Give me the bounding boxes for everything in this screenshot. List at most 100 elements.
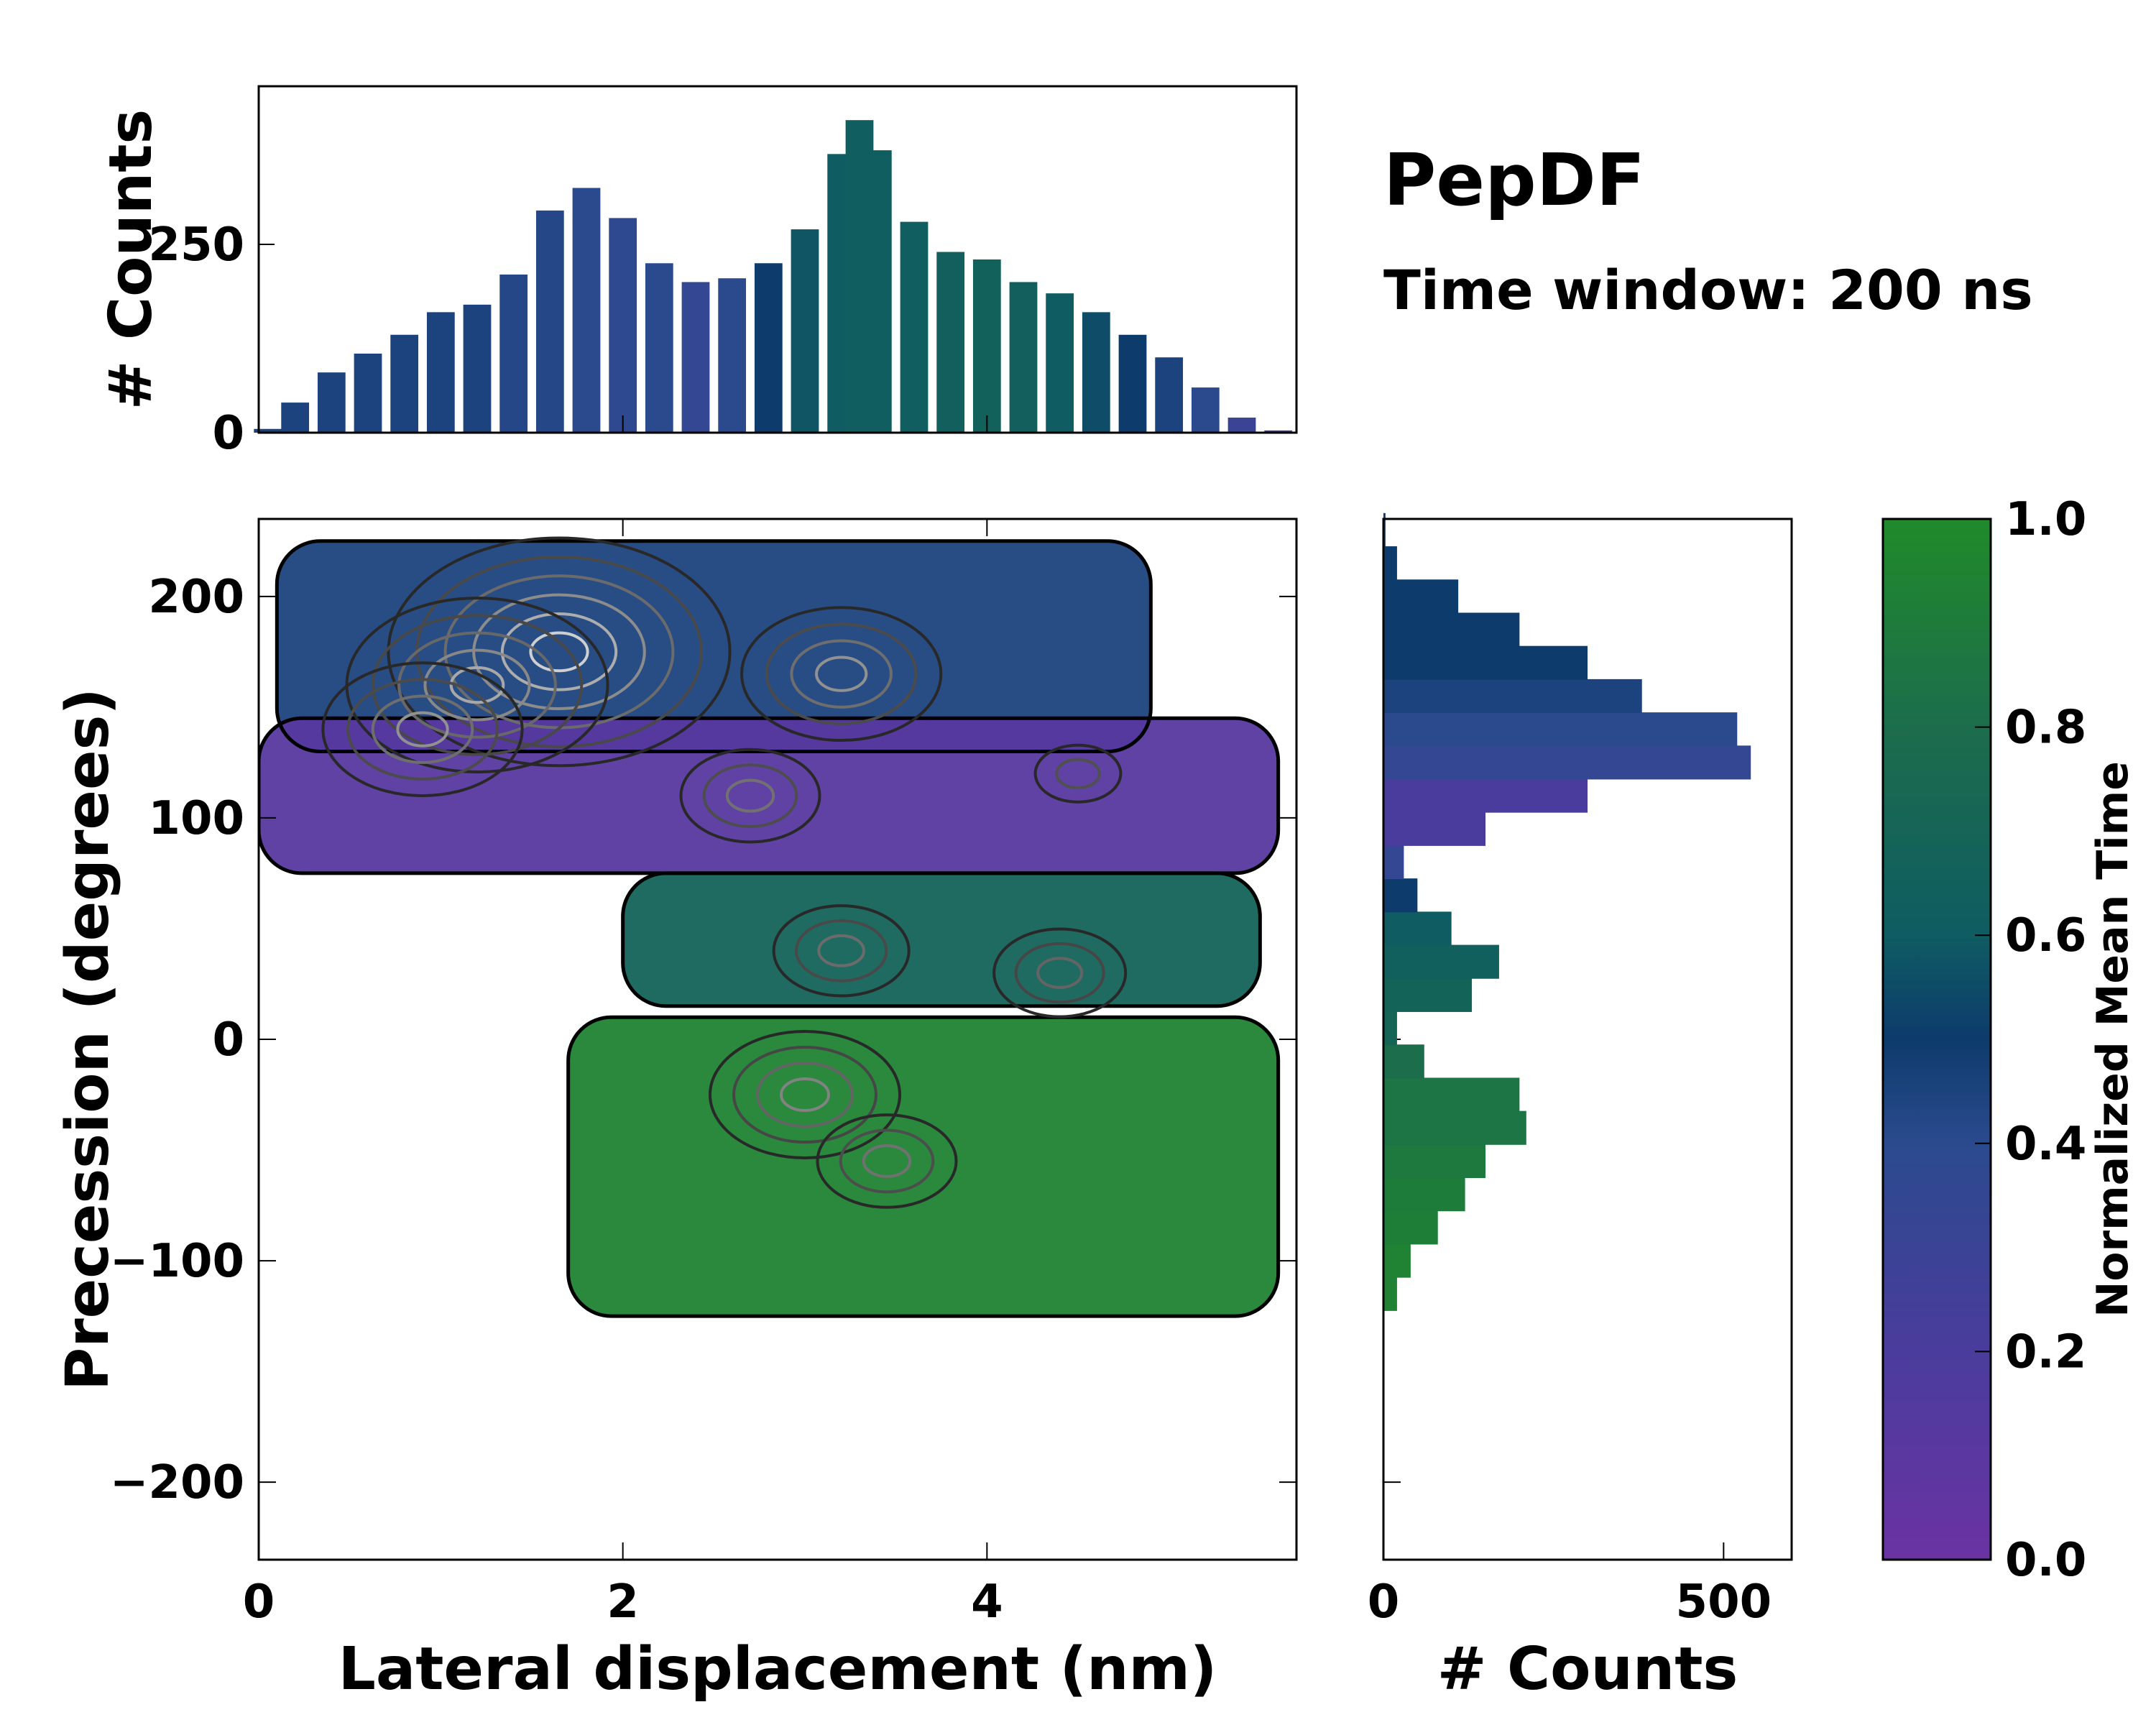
main-xlabel: Lateral displacement (nm): [338, 1635, 1217, 1703]
top-histogram-bar: [1264, 430, 1293, 433]
right-histogram-bar: [1383, 1276, 1397, 1311]
main-ytick-label: 0: [212, 1013, 244, 1067]
top-histogram-bar: [863, 150, 892, 433]
right-histogram: 0 500 # Counts: [1368, 512, 1793, 1703]
colorbar-gradient: [1881, 518, 1992, 1561]
density-contour: [371, 694, 474, 764]
density-contour: [790, 639, 893, 709]
right-histogram-bar: [1383, 978, 1473, 1012]
top-histogram-bar: [281, 402, 310, 433]
density-contour: [992, 927, 1128, 1018]
density-contour: [839, 1128, 935, 1194]
density-contour: [371, 614, 584, 756]
density-peaks: [321, 536, 1128, 1209]
density-contour: [794, 919, 888, 983]
top-histogram-bar: [718, 278, 747, 433]
colorbar-tick-label: 1.0: [2005, 493, 2086, 546]
top-histogram-bar: [1046, 293, 1074, 433]
density-contour: [529, 631, 589, 673]
main-xtick-label: 0: [243, 1576, 275, 1629]
top-histogram-bar: [1191, 387, 1220, 433]
right-xtick-label: 0: [1368, 1576, 1400, 1629]
main-ytick-label: 100: [148, 792, 244, 845]
density-contour: [816, 1113, 958, 1209]
figure-subtitle: Time window: 200 ns: [1383, 258, 2033, 322]
right-histogram-bar: [1383, 878, 1418, 913]
density-contour: [449, 666, 505, 704]
density-contour: [732, 1046, 877, 1144]
top-ytick-label: 250: [148, 218, 244, 272]
density-contour: [346, 678, 499, 781]
density-contour: [709, 1030, 901, 1160]
top-histogram-bar: [1227, 418, 1256, 433]
density-contour: [1014, 942, 1105, 1004]
main-ytick-label: 200: [148, 571, 244, 624]
density-contour: [1033, 743, 1123, 804]
right-histogram-bar: [1383, 712, 1738, 747]
colorbar: 0.0 0.2 0.4 0.6 0.8 1.0 Normalized Mean Time: [1881, 493, 2138, 1587]
top-histogram-bar: [390, 334, 419, 433]
figure-title: PepDF: [1383, 138, 1645, 222]
density-contour: [1055, 758, 1101, 790]
density-contour: [772, 904, 911, 998]
top-histogram-bar: [426, 312, 455, 433]
top-histogram-bar: [791, 229, 819, 433]
right-histogram-bar: [1383, 911, 1452, 946]
colorbar-tick-label: 0.6: [2005, 909, 2086, 962]
top-histogram-bar: [1118, 334, 1147, 433]
main-xtick-label: 4: [971, 1576, 1003, 1629]
density-outline: [621, 871, 1262, 1008]
density-contour: [740, 606, 943, 742]
density-contour: [423, 648, 531, 722]
density-contour: [725, 778, 775, 813]
top-histogram-bars: [254, 120, 1293, 433]
main-ytick-label: −200: [110, 1456, 244, 1509]
density-contour: [679, 748, 821, 844]
right-histogram-bar: [1383, 944, 1499, 979]
main-xtick-label: 2: [607, 1576, 639, 1629]
top-histogram-bar: [900, 221, 929, 433]
main-density-plot: 0 2 4 200 100 0 −100 −200 Lateral displacement …: [54, 415, 1401, 1703]
colorbar-tick-label: 0.8: [2005, 702, 2086, 755]
right-histogram-bar: [1383, 1243, 1411, 1278]
main-ytick-label: −100: [110, 1235, 244, 1288]
right-histogram-ticks: 0 500: [1368, 1542, 1772, 1629]
right-histogram-bar: [1383, 778, 1588, 813]
density-contour: [387, 536, 732, 768]
density-contour: [817, 934, 866, 967]
colorbar-ticks: 0.0 0.2 0.4 0.6 0.8 1.0: [1975, 493, 2086, 1587]
colorbar-tick-label: 0.4: [2005, 1118, 2086, 1171]
top-histogram-bar: [535, 210, 564, 433]
colorbar-tick-label: 0.0: [2005, 1534, 2086, 1587]
right-histogram-bar: [1383, 612, 1520, 647]
right-histogram-bar: [1383, 546, 1397, 581]
right-histogram-bars: [1383, 512, 1751, 1311]
top-histogram-bar: [1082, 312, 1110, 433]
density-contour: [321, 661, 524, 798]
right-histogram-bar: [1383, 811, 1485, 846]
density-contour: [472, 593, 646, 711]
density-contour: [1036, 957, 1084, 989]
right-histogram-bar: [1383, 678, 1642, 714]
density-contour: [397, 631, 557, 739]
density-contour: [756, 1062, 854, 1128]
density-contour: [396, 711, 449, 748]
top-histogram-bar: [499, 274, 528, 433]
top-histogram-frame: [257, 85, 1298, 434]
right-histogram-bar: [1383, 579, 1459, 614]
top-histogram-bar: [936, 252, 965, 433]
density-outline: [275, 539, 1153, 753]
density-contour: [815, 656, 868, 692]
top-histogram-ylabel: # Counts: [97, 109, 165, 410]
density-region: [622, 873, 1261, 1006]
top-histogram-bar: [254, 428, 282, 433]
top-histogram-bar: [754, 263, 783, 433]
right-histogram-bar: [1383, 1177, 1465, 1212]
top-histogram-bar: [645, 263, 673, 433]
density-contour: [702, 763, 798, 829]
top-histogram-bar: [681, 282, 710, 433]
top-histogram: 0 250 # Counts: [97, 85, 1298, 460]
main-ylabel: Precession (degrees): [54, 688, 122, 1391]
top-histogram-bar: [1155, 357, 1184, 433]
right-xtick-label: 500: [1676, 1576, 1772, 1629]
